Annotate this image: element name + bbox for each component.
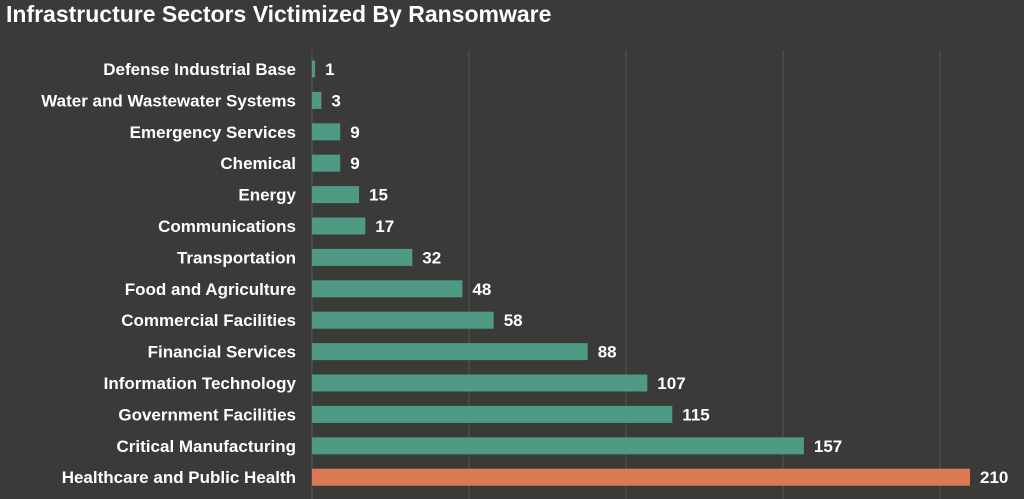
- value-label: 58: [504, 311, 523, 330]
- bar-healthcare-and-public-health: [312, 468, 970, 486]
- value-label: 107: [657, 374, 685, 393]
- bar-financial-services: [312, 343, 588, 361]
- category-label: Defense Industrial Base: [103, 60, 296, 79]
- bar-critical-manufacturing: [312, 437, 804, 455]
- value-label: 9: [350, 123, 359, 142]
- value-label: 9: [350, 154, 359, 173]
- value-label: 1: [325, 60, 334, 79]
- bar-government-facilities: [312, 405, 673, 423]
- value-label: 3: [331, 91, 340, 110]
- bar-information-technology: [312, 374, 648, 392]
- value-label: 115: [682, 405, 709, 424]
- grid-layer: [311, 50, 941, 499]
- chart-title: Infrastructure Sectors Victimized By Ran…: [6, 1, 552, 27]
- category-label: Financial Services: [148, 343, 296, 362]
- value-label: 157: [814, 437, 842, 456]
- category-label: Healthcare and Public Health: [62, 468, 296, 487]
- bar-layer: [312, 60, 970, 486]
- label-layer: Defense Industrial Base 1 Water and Wastew…: [41, 60, 1008, 487]
- category-label: Critical Manufacturing: [117, 437, 296, 456]
- bar-communications: [312, 217, 366, 235]
- bar-defense-industrial-base: [312, 60, 316, 78]
- bar-commercial-facilities: [312, 311, 494, 329]
- value-label: 210: [980, 468, 1008, 487]
- bar-energy: [312, 186, 359, 204]
- bar-emergency-services: [312, 123, 341, 141]
- category-label: Food and Agriculture: [125, 280, 296, 299]
- category-label: Commercial Facilities: [121, 311, 296, 330]
- category-label: Emergency Services: [130, 123, 296, 142]
- category-label: Energy: [238, 186, 296, 205]
- value-label: 15: [369, 186, 388, 205]
- bar-water-and-wastewater-systems: [312, 91, 322, 109]
- value-label: 88: [598, 343, 617, 362]
- category-label: Transportation: [177, 248, 296, 267]
- category-label: Government Facilities: [118, 405, 296, 424]
- category-label: Information Technology: [104, 374, 297, 393]
- value-label: 32: [422, 248, 441, 267]
- value-label: 17: [375, 217, 394, 236]
- category-label: Chemical: [220, 154, 296, 173]
- category-label: Communications: [158, 217, 296, 236]
- bar-food-and-agriculture: [312, 280, 463, 298]
- bar-chemical: [312, 154, 341, 172]
- bar-transportation: [312, 248, 413, 266]
- value-label: 48: [472, 280, 491, 299]
- category-label: Water and Wastewater Systems: [41, 91, 296, 110]
